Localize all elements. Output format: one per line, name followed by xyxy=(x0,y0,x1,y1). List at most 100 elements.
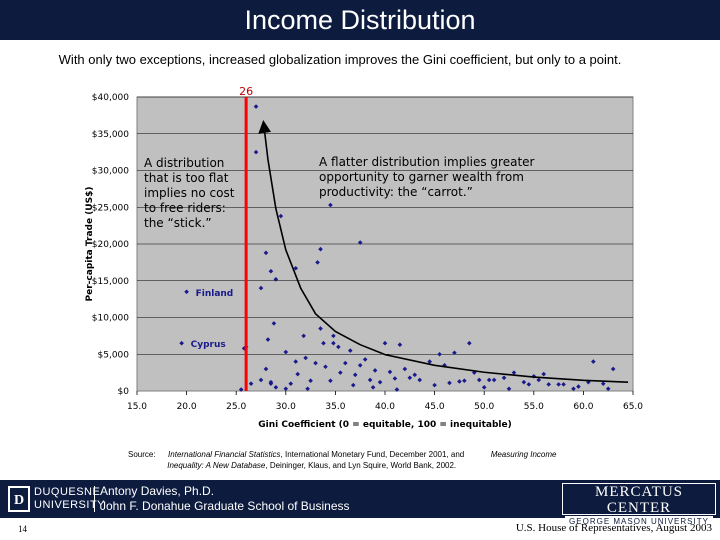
data-point xyxy=(586,379,591,385)
data-point xyxy=(382,340,388,346)
data-point xyxy=(278,213,284,219)
data-point xyxy=(476,377,482,383)
data-point xyxy=(417,377,423,383)
data-point xyxy=(591,359,596,364)
annotation-stick-line: to free riders: xyxy=(144,201,226,215)
data-point xyxy=(323,364,328,370)
data-point xyxy=(372,368,378,373)
labeled-point xyxy=(184,289,189,295)
footer-bar: D DUQUESNE UNIVERSITY Antony Davies, Ph.… xyxy=(0,480,720,528)
data-point xyxy=(556,382,561,387)
data-point xyxy=(331,333,336,339)
data-point xyxy=(305,386,310,392)
data-point xyxy=(263,366,269,372)
data-point xyxy=(283,386,289,392)
trend-curve xyxy=(258,120,629,383)
x-tick-label: 50.0 xyxy=(474,402,494,412)
annotation-stick-line: the “stick.” xyxy=(144,216,212,230)
data-point xyxy=(467,340,472,346)
y-tick-label: $25,000 xyxy=(92,203,129,213)
data-point xyxy=(501,375,507,381)
x-axis-title: Gini Coefficient (0 = equitable, 100 = i… xyxy=(258,420,511,430)
data-point xyxy=(432,382,437,388)
data-point xyxy=(253,149,259,155)
source-citation: Source: International Financial Statisti… xyxy=(128,449,557,471)
data-point xyxy=(427,359,432,364)
data-point xyxy=(521,379,527,385)
venue-text: U.S. House of Representatives, August 20… xyxy=(515,522,712,534)
point-label: Cyprus xyxy=(191,340,226,350)
data-point xyxy=(367,377,373,383)
data-point xyxy=(338,370,343,375)
duquesne-seal-icon: D xyxy=(8,486,30,512)
data-point xyxy=(407,375,413,381)
point-label: Finland xyxy=(196,289,234,299)
annotation-stick-line: that is too flat xyxy=(144,171,229,185)
threshold-label: 26 xyxy=(239,85,253,98)
annotation-carrot-line: opportunity to garner wealth from xyxy=(319,170,524,184)
data-point xyxy=(258,377,264,383)
data-point xyxy=(600,381,606,386)
data-point xyxy=(315,260,320,265)
data-point xyxy=(571,386,576,392)
data-point xyxy=(248,381,254,386)
data-point xyxy=(370,385,376,390)
annotation-carrot-line: productivity: the “carrot.” xyxy=(319,185,473,199)
y-tick-label: $0 xyxy=(118,387,130,397)
data-point xyxy=(321,340,326,346)
data-point xyxy=(394,387,400,392)
data-point xyxy=(347,348,353,353)
source-text-1: , International Monetary Fund, December … xyxy=(280,450,465,459)
data-point xyxy=(402,366,408,372)
university-name: DUQUESNE UNIVERSITY xyxy=(34,486,105,512)
source-prefix: Source: xyxy=(128,450,156,459)
data-point xyxy=(253,104,259,109)
y-tick-label: $35,000 xyxy=(92,130,129,140)
data-point xyxy=(362,357,368,362)
data-point xyxy=(576,384,581,389)
source-work-3: Inequality: A New Database xyxy=(167,461,266,470)
school-name: John F. Donahue Graduate School of Busin… xyxy=(100,499,350,513)
data-point xyxy=(536,377,542,383)
data-point xyxy=(350,382,356,388)
data-point xyxy=(506,386,512,392)
x-tick-label: 60.0 xyxy=(573,402,593,412)
data-point xyxy=(605,386,611,392)
data-point xyxy=(273,276,279,282)
data-point xyxy=(273,385,279,390)
data-point xyxy=(610,366,616,372)
page-number: 14 xyxy=(18,524,27,534)
footer-divider xyxy=(94,486,95,512)
x-tick-label: 40.0 xyxy=(375,402,395,412)
data-point xyxy=(258,285,264,291)
data-point xyxy=(561,382,566,387)
data-point xyxy=(318,326,323,331)
data-point xyxy=(308,378,313,384)
data-point xyxy=(457,379,462,384)
slide-subtitle: With only two exceptions, increased glob… xyxy=(58,52,622,67)
x-tick-label: 55.0 xyxy=(524,402,544,412)
y-tick-label: $5,000 xyxy=(98,350,130,360)
data-point xyxy=(452,350,457,356)
source-work-2: Measuring Income xyxy=(490,450,557,459)
y-tick-label: $10,000 xyxy=(92,314,129,324)
data-point xyxy=(238,387,244,392)
data-point xyxy=(397,342,403,347)
data-point xyxy=(357,240,363,245)
data-point xyxy=(288,381,294,386)
data-point xyxy=(331,340,336,346)
y-tick-label: $20,000 xyxy=(92,240,129,250)
data-point xyxy=(293,359,299,364)
data-point xyxy=(328,378,333,384)
y-axis-title: Per-capita Trade (US$) xyxy=(85,187,95,302)
y-tick-label: $40,000 xyxy=(92,93,129,103)
presenter-info: Antony Davies, Ph.D. John F. Donahue Gra… xyxy=(100,484,350,514)
data-point xyxy=(293,265,299,271)
y-tick-label: $30,000 xyxy=(92,167,129,177)
source-work-1: International Financial Statistics xyxy=(168,450,281,459)
mercatus-logo: MERCATUS CENTER GEORGE MASON UNIVERSITY xyxy=(562,483,716,528)
data-point xyxy=(546,382,551,387)
x-tick-label: 65.0 xyxy=(623,402,643,412)
x-tick-label: 35.0 xyxy=(325,402,345,412)
university-name-line-1: DUQUESNE xyxy=(34,486,101,498)
